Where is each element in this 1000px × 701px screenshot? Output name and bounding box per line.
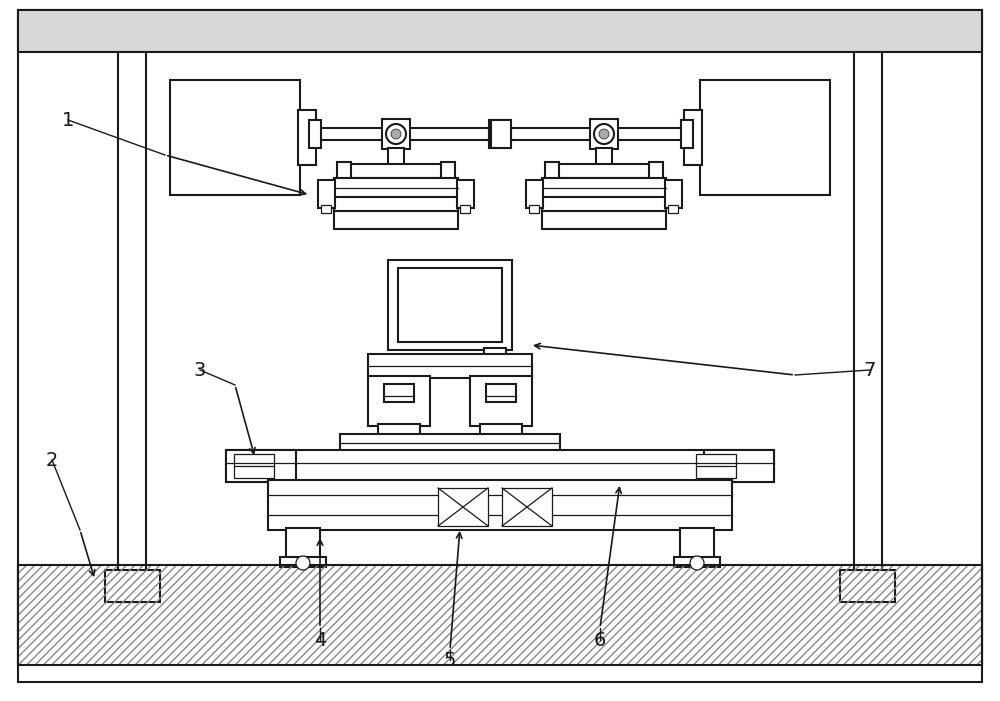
Bar — [398, 268, 502, 342]
Bar — [280, 557, 326, 567]
Bar — [488, 378, 502, 388]
Bar — [18, 565, 982, 665]
Bar — [649, 162, 663, 180]
Bar — [298, 110, 316, 165]
Text: 5: 5 — [444, 651, 456, 669]
Bar — [314, 128, 489, 140]
Bar — [226, 450, 296, 482]
Bar — [457, 180, 474, 208]
Bar — [489, 120, 509, 148]
Bar — [542, 197, 666, 212]
Circle shape — [296, 556, 310, 570]
Bar — [696, 454, 736, 478]
Bar — [684, 110, 702, 165]
Bar — [470, 376, 532, 426]
Bar — [840, 570, 895, 602]
Bar — [545, 162, 559, 180]
Text: 4: 4 — [314, 630, 326, 650]
Bar — [529, 205, 539, 213]
Bar — [681, 120, 693, 148]
Bar — [596, 148, 612, 166]
Bar — [700, 80, 830, 195]
Bar — [18, 10, 982, 52]
Text: 3: 3 — [194, 360, 206, 379]
Bar — [704, 450, 774, 482]
Bar — [18, 565, 982, 665]
Bar — [382, 119, 410, 149]
Circle shape — [599, 129, 609, 139]
Bar — [556, 164, 652, 178]
Bar — [368, 354, 532, 378]
Text: 1: 1 — [62, 111, 74, 130]
Circle shape — [594, 124, 614, 144]
Bar — [18, 565, 982, 665]
Bar — [384, 384, 414, 402]
Bar — [665, 180, 682, 208]
Bar — [484, 348, 506, 380]
Bar — [388, 260, 512, 350]
Bar — [170, 80, 300, 195]
Bar — [334, 197, 458, 212]
Bar — [334, 211, 458, 229]
Bar — [441, 162, 455, 180]
Bar — [674, 557, 720, 567]
Bar — [511, 128, 686, 140]
Bar — [268, 480, 732, 530]
Text: 7: 7 — [864, 360, 876, 379]
Bar — [502, 488, 552, 526]
Bar — [680, 528, 714, 560]
Circle shape — [386, 124, 406, 144]
Bar — [388, 148, 404, 166]
Bar — [234, 454, 274, 478]
Bar — [348, 164, 444, 178]
Circle shape — [391, 129, 401, 139]
Bar — [286, 528, 320, 560]
Bar — [340, 434, 560, 452]
Bar — [334, 178, 458, 198]
Bar — [118, 52, 146, 602]
Bar — [337, 162, 351, 180]
Bar — [480, 424, 522, 436]
Bar — [105, 570, 160, 602]
Bar — [321, 205, 331, 213]
Bar — [378, 424, 420, 436]
Bar — [309, 120, 321, 148]
Text: 6: 6 — [594, 630, 606, 650]
Bar — [854, 52, 882, 602]
Circle shape — [690, 556, 704, 570]
Bar — [226, 450, 774, 482]
Bar — [460, 205, 470, 213]
Bar — [491, 120, 511, 148]
Bar — [668, 205, 678, 213]
Bar — [590, 119, 618, 149]
Text: 2: 2 — [46, 451, 58, 470]
Bar — [318, 180, 335, 208]
Bar — [368, 376, 430, 426]
Bar — [526, 180, 543, 208]
Bar — [486, 384, 516, 402]
Bar — [438, 488, 488, 526]
Bar — [542, 211, 666, 229]
Bar — [542, 178, 666, 198]
